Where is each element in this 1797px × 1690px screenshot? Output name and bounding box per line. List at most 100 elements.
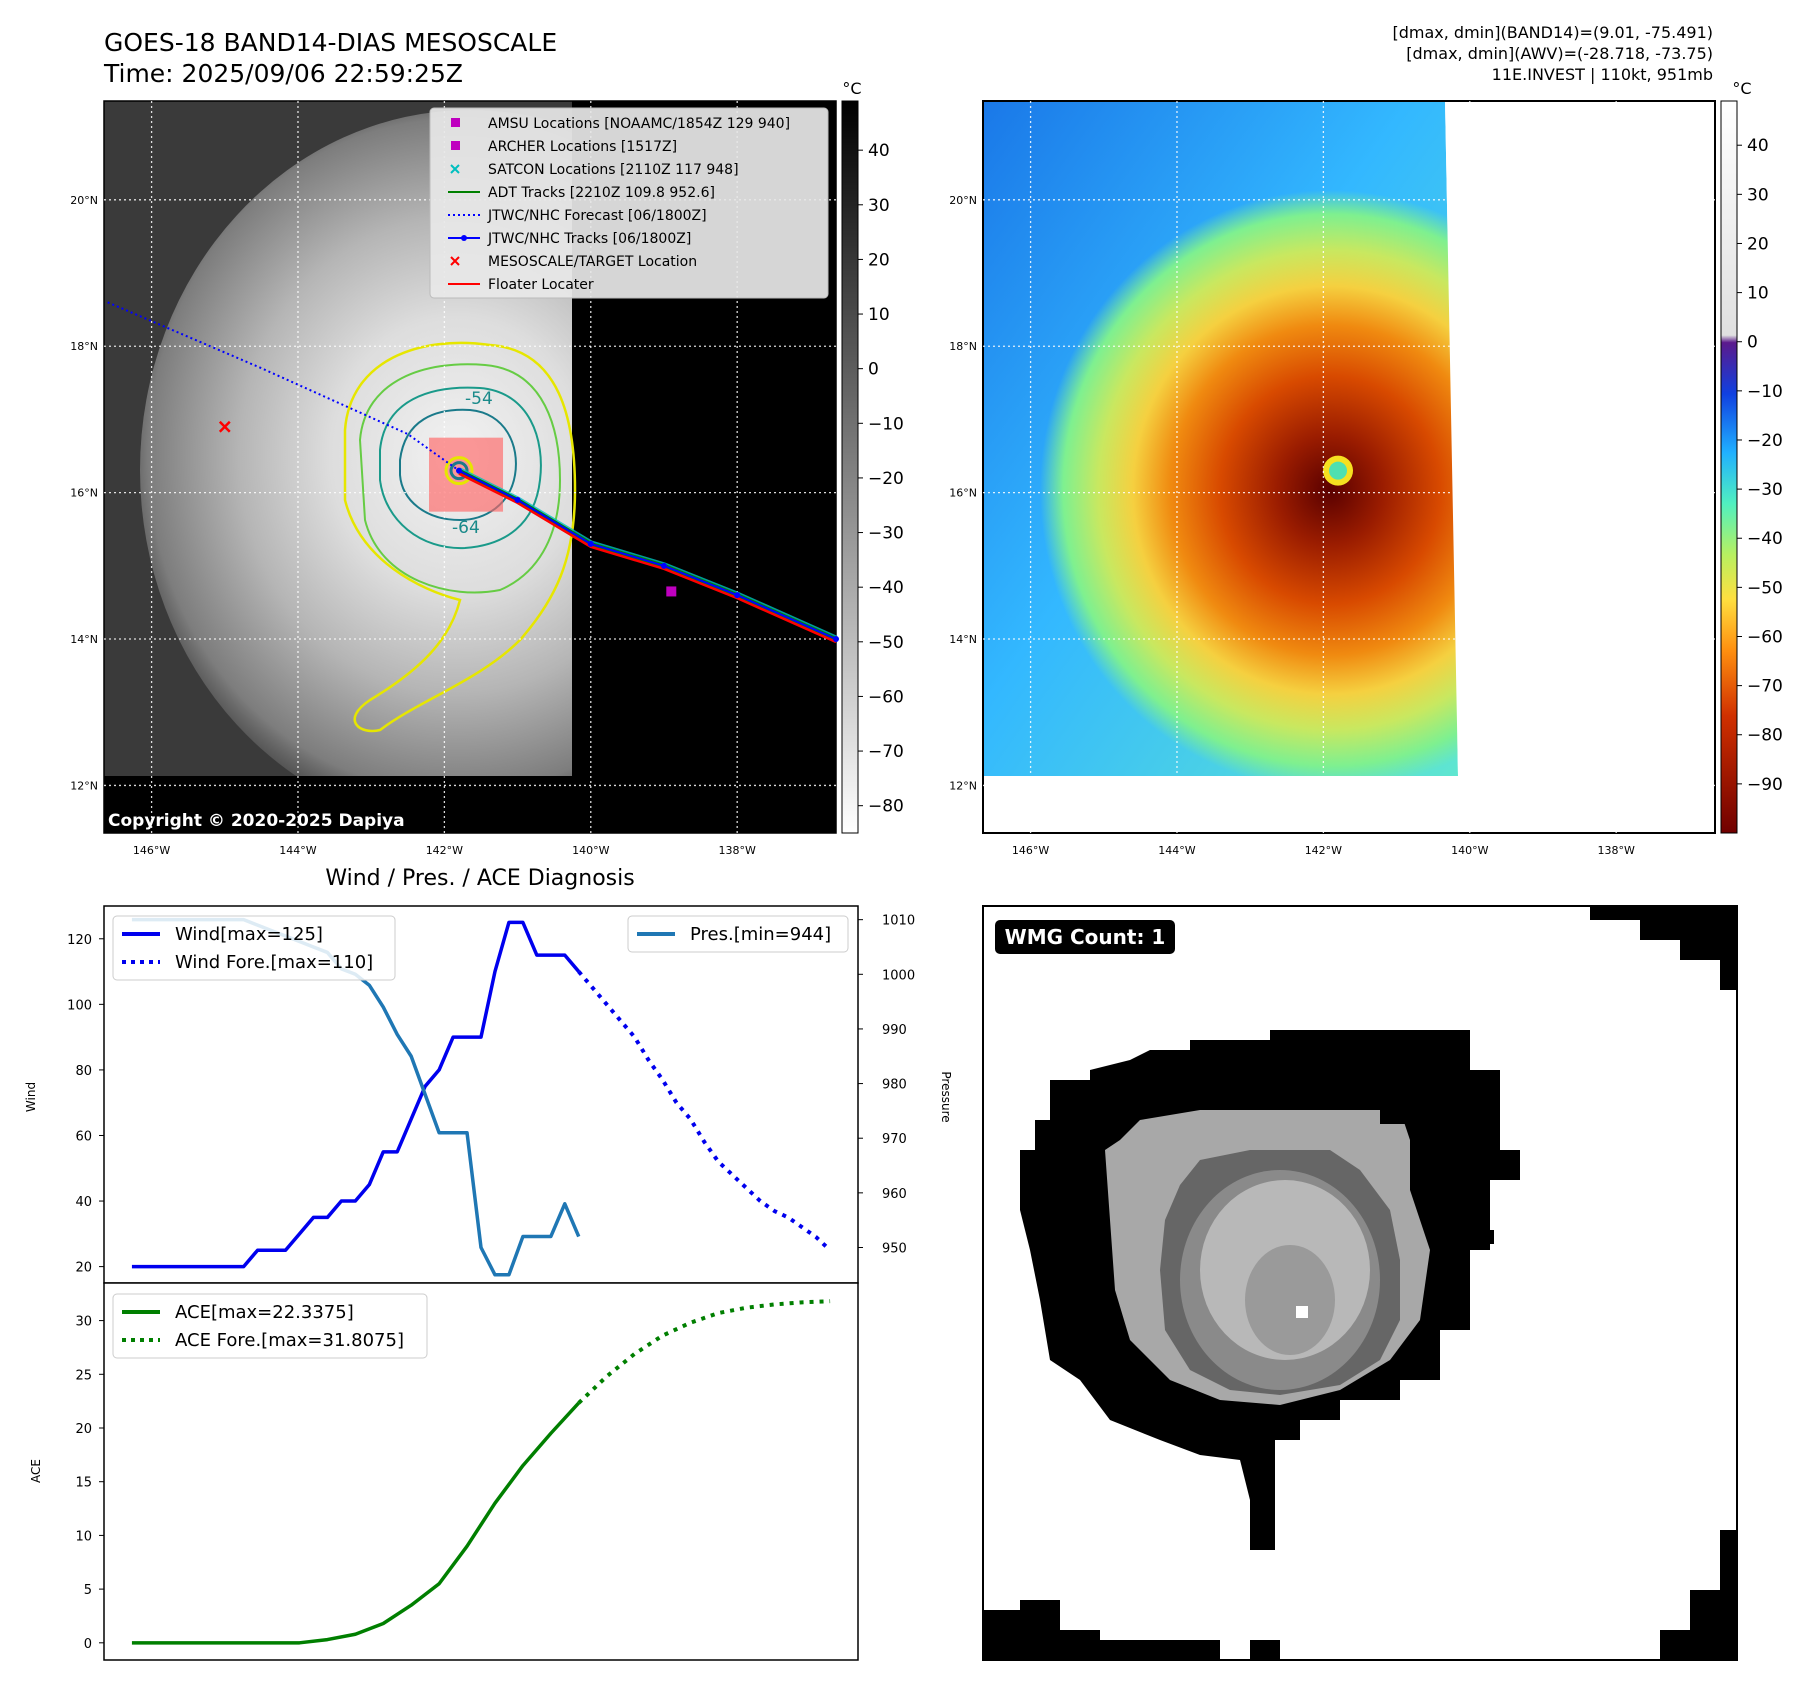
wind-ytick-1: 40: [75, 1195, 92, 1210]
awv-cb-tick-9: −50: [1747, 578, 1783, 598]
ir-cb-tick-1: 30: [868, 196, 890, 216]
legend-marker-6: [450, 256, 460, 266]
ir-cb-tick-8: −40: [868, 578, 904, 598]
legend-label-3: ADT Tracks [2210Z 109.8 952.6]: [488, 185, 715, 201]
legend-label-5: JTWC/NHC Tracks [06/1800Z]: [487, 231, 691, 247]
ir-lat-tick-0: 20°N: [70, 194, 98, 207]
legend-label-4: JTWC/NHC Forecast [06/1800Z]: [487, 208, 707, 224]
ir-cb-tick-10: −60: [868, 687, 904, 707]
ace-series-1: [577, 1299, 831, 1405]
awv-frame: [982, 100, 1716, 834]
diagnosis-title: Wind / Pres. / ACE Diagnosis: [325, 866, 634, 891]
ir-cb-tick-0: 40: [868, 141, 890, 161]
ir-cb-tick-3: 10: [868, 305, 890, 325]
ace-ylabel: ACE: [29, 1459, 43, 1483]
ir-lat-tick-3: 14°N: [70, 633, 98, 646]
ir-lat-tick-4: 12°N: [70, 779, 98, 792]
ir-cb-tick-7: −30: [868, 524, 904, 544]
awv-lat-tick-4: 12°N: [949, 779, 977, 792]
ir-frame: [103, 100, 837, 834]
wmg-core-mid: [1245, 1245, 1335, 1355]
awv-gridlines: [983, 101, 1715, 833]
ace-panel: 0 5 10 15 20 25 30 ACE ACE[max=22.3375] ACE Fo…: [29, 1282, 859, 1661]
wind-legend-label: Wind[max=125]: [175, 924, 323, 945]
wind-pressure-panel: Wind / Pres. / ACE Diagnosis 20 40 60 80 100…: [24, 866, 953, 1284]
wind-ytick-3: 80: [75, 1064, 92, 1079]
wmg-badge-label: WMG Count: 1: [1005, 925, 1166, 949]
awv-colorbar-unit: °C: [1732, 79, 1751, 98]
awv-cb-tick-3: 10: [1747, 284, 1769, 304]
awv-nodata-east: [1445, 101, 1715, 833]
target-marker: [218, 420, 231, 433]
wmg-eye-pixel: [1296, 1306, 1308, 1318]
wmg-corner-bottomleft: [983, 1600, 1220, 1660]
contour-teal-inner: [399, 408, 517, 522]
awv-cb-tick-11: −70: [1747, 677, 1783, 697]
contour-green: [358, 363, 562, 594]
ir-cb-tick-11: −70: [868, 742, 904, 762]
copyright: Copyright © 2020-2025 Dapiya: [108, 811, 405, 831]
info-line-2: [dmax, dmin](AWV)=(-28.718, -73.75): [1406, 44, 1713, 63]
awv-lat-tick-2: 16°N: [949, 487, 977, 500]
pressure-ylabel: Pressure: [939, 1071, 953, 1122]
floater-track: [458, 472, 837, 644]
contour-label-2: -64: [452, 518, 480, 538]
ace-ytick-1: 5: [84, 1583, 92, 1598]
awv-cb-tick-1: 30: [1747, 185, 1769, 205]
wind-ylabel: Wind: [24, 1082, 38, 1112]
awv-lon-tick-0: 146°W: [1012, 844, 1049, 857]
ace-ytick-6: 30: [75, 1315, 92, 1330]
best-track-point-4: [734, 592, 741, 599]
awv-cb-tick-7: −30: [1747, 480, 1783, 500]
ir-map-panel: -54 -64 146°W 144°W 142°W 140°W 138°W 20°N 18°…: [70, 79, 904, 857]
awv-cb-tick-10: −60: [1747, 627, 1783, 647]
wind-forecast-legend-label: Wind Fore.[max=110]: [175, 952, 373, 973]
best-track-point-1: [514, 496, 521, 503]
wmg-panel: WMG Count: 1: [982, 905, 1738, 1661]
awv-lat-tick-0: 20°N: [949, 194, 977, 207]
wmg-block-right: [1380, 1110, 1410, 1124]
awv-cb-tick-8: −40: [1747, 529, 1783, 549]
ir-lon-tick-2: 142°W: [426, 844, 463, 857]
awv-eye: [1329, 461, 1348, 480]
wmg-corner-bottomright: [1660, 1530, 1737, 1660]
legend-marker-2: [450, 164, 460, 174]
awv-cb-tick-12: −80: [1747, 726, 1783, 746]
wind-ytick-right-0: 950: [882, 1241, 907, 1256]
legend-marker-1: [451, 141, 460, 150]
eye-ring-teal: [449, 461, 469, 481]
awv-nodata-south: [983, 776, 1715, 833]
wind-series-0: [131, 920, 581, 1269]
wind-ytick-right-4: 990: [882, 1023, 907, 1038]
ace-ytick-5: 25: [75, 1368, 92, 1383]
ir-lon-tick-0: 146°W: [133, 844, 170, 857]
pressure-legend-label: Pres.[min=944]: [690, 924, 831, 945]
ir-cb-tick-6: −20: [868, 469, 904, 489]
ir-colorbar-unit: °C: [842, 79, 861, 98]
ace-ytick-0: 0: [84, 1637, 92, 1652]
contour-yellow: [343, 341, 577, 733]
ace-ytick-3: 15: [75, 1476, 92, 1491]
ace-series-0: [131, 1401, 581, 1645]
contour-label-1: -54: [465, 389, 493, 409]
awv-lon-tick-3: 140°W: [1451, 844, 1488, 857]
ir-cb-tick-2: 20: [868, 250, 890, 270]
wmg-block-right-2: [1480, 1230, 1494, 1244]
ace-legend: ACE[max=22.3375] ACE Fore.[max=31.8075]: [112, 1293, 428, 1359]
ace-legend-label: ACE[max=22.3375]: [175, 1302, 354, 1323]
wind-ytick-0: 20: [75, 1261, 92, 1276]
ir-colorbar-ticks: 40 30 20 10 0 −10 −20 −30 −40 −50 −60 −70 −80: [858, 141, 904, 817]
legend-label-7: Floater Locater: [488, 277, 594, 293]
wmg-badge: [995, 920, 1175, 954]
awv-cb-tick-4: 0: [1747, 333, 1758, 353]
best-track-point-5: [833, 636, 839, 643]
ir-lon-tick-3: 140°W: [572, 844, 609, 857]
ir-lat-tick-1: 18°N: [70, 340, 98, 353]
wind-ytick-right-1: 960: [882, 1187, 907, 1202]
wmg-frame: [982, 905, 1738, 1661]
info-line-3: 11E.INVEST | 110kt, 951mb: [1492, 65, 1713, 84]
contour-teal-outer: [379, 386, 542, 550]
wind-ytick-2: 60: [75, 1129, 92, 1144]
wind-ytick-right-5: 1000: [882, 968, 915, 983]
